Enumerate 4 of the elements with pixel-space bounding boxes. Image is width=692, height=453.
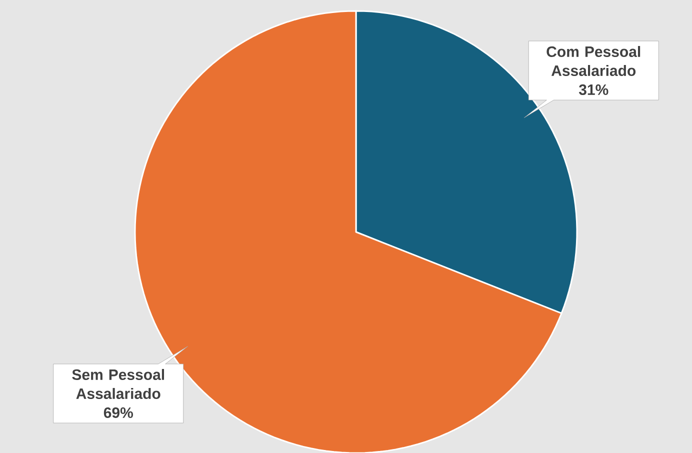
slice-label: Com Pessoal Assalariado <box>546 46 640 76</box>
slice-label: Sem Pessoal Assalariado <box>72 368 164 399</box>
data-label: 69% <box>104 407 133 418</box>
data-label: 31% <box>578 84 608 96</box>
